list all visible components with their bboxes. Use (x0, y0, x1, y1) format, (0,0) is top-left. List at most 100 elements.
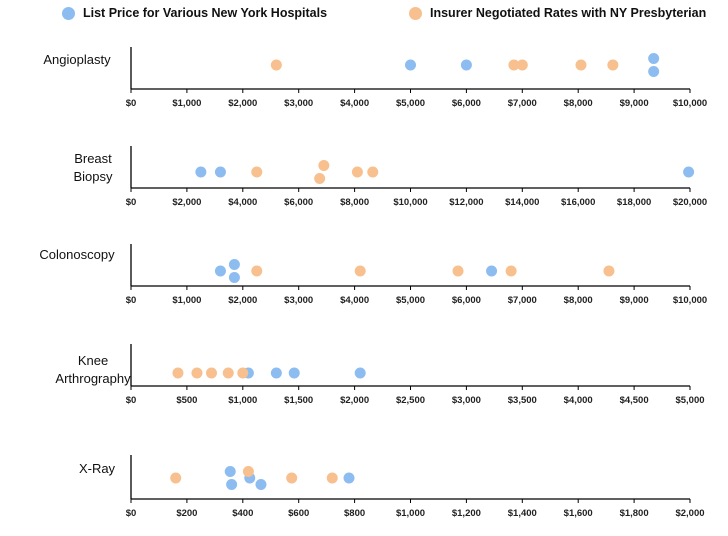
x-tick-label: $8,000 (564, 295, 593, 306)
x-tick-label: $10,000 (393, 197, 427, 208)
x-tick-label: $1,000 (228, 395, 257, 406)
list-price-dot (214, 166, 226, 178)
x-tick-label: $10,000 (673, 295, 707, 306)
list-price-dot (405, 59, 416, 71)
panel-label-angioplasty: Angioplasty (22, 51, 132, 69)
negotiated-rate-dot (508, 59, 520, 71)
panel-colonoscopy: $0 $1,000 $2,000 $3,000 $4,000 $5,000 $6,000 $7… (126, 244, 707, 306)
list-price-dot (224, 466, 236, 477)
panel-label-breast-biopsy: Breast Biopsy (38, 150, 148, 186)
panel-label-line: Breast (74, 151, 112, 166)
panel-label-knee-arthrography: Knee Arthrography (38, 352, 148, 388)
negotiated-rate-dot (367, 166, 379, 178)
negotiated-rate-dot (251, 265, 263, 277)
x-tick-label: $4,000 (340, 295, 369, 306)
x-tick-label: $8,000 (564, 98, 593, 109)
x-tick-label: $2,000 (172, 197, 201, 208)
panel-knee-arthrography: $0 $500 $1,000 $1,500 $2,000 $2,500 $3,000 $3,5… (126, 344, 705, 406)
panel-label-line: Angioplasty (43, 52, 111, 67)
legend-item-negotiated: Insurer Negotiated Rates with NY Presbyt… (409, 6, 706, 20)
x-tick-label: $1,600 (564, 508, 593, 519)
panel-label-line: Arthrography (55, 371, 131, 386)
list-price-dot (343, 472, 355, 484)
x-tick-label: $1,500 (284, 395, 313, 406)
list-price-dot (648, 53, 660, 64)
legend-label-negotiated: Insurer Negotiated Rates with NY Presbyt… (430, 6, 707, 20)
x-tick-label: $3,000 (452, 395, 481, 406)
x-tick-label: $6,000 (452, 295, 481, 306)
negotiated-rate-dot (607, 59, 619, 71)
x-tick-label: $6,000 (284, 197, 313, 208)
list-price-dot (226, 479, 238, 490)
negotiated-rate-dot (251, 166, 263, 178)
negotiated-rate-dot (351, 166, 363, 178)
negotiated-rate-dot (354, 265, 366, 277)
negotiated-rate-dot (242, 466, 254, 477)
negotiated-rate-dot (505, 265, 517, 277)
x-tick-label: $3,500 (508, 395, 537, 406)
legend: List Price for Various New York Hospital… (0, 6, 728, 26)
x-tick-label: $16,000 (561, 197, 595, 208)
x-tick-label: $1,800 (620, 508, 649, 519)
x-tick-label: $7,000 (508, 98, 537, 109)
negotiated-rate-dot (318, 160, 330, 171)
negotiated-rate-marker-icon (409, 6, 422, 20)
x-tick-label: $4,500 (620, 395, 649, 406)
x-tick-label: $1,400 (508, 508, 537, 519)
x-tick-label: $500 (176, 395, 197, 406)
x-tick-label: $2,500 (396, 395, 425, 406)
negotiated-rate-dot (237, 367, 249, 379)
negotiated-rate-dot (222, 367, 234, 379)
negotiated-rate-dot (516, 59, 528, 71)
list-price-dot (228, 259, 240, 270)
panel-breast-biopsy: $0 $2,000 $4,000 $6,000 $8,000 $10,000 $12,000… (126, 146, 707, 208)
panel-label-x-ray: X-Ray (42, 460, 152, 478)
list-price-dot (486, 265, 498, 277)
x-tick-label: $8,000 (340, 197, 369, 208)
x-tick-label: $4,000 (340, 98, 369, 109)
x-tick-label: $6,000 (452, 98, 481, 109)
x-tick-label: $200 (176, 508, 197, 519)
negotiated-rate-dot (314, 173, 326, 184)
list-price-dot (214, 265, 226, 277)
negotiated-rate-dot (205, 367, 217, 379)
negotiated-rate-dot (603, 265, 615, 277)
negotiated-rate-dot (172, 367, 184, 379)
list-price-dot (255, 479, 267, 490)
x-tick-label: $0 (126, 98, 137, 109)
x-tick-label: $2,000 (340, 395, 369, 406)
x-tick-label: $5,000 (396, 98, 425, 109)
x-tick-label: $0 (126, 295, 137, 306)
list-price-dot (648, 66, 660, 77)
panel-label-line: Knee (77, 353, 109, 368)
x-tick-label: $7,000 (508, 295, 537, 306)
x-tick-label: $1,000 (172, 295, 201, 306)
x-tick-label: $800 (344, 508, 365, 519)
negotiated-rate-dot (170, 472, 182, 484)
x-tick-label: $18,000 (617, 197, 651, 208)
list-price-dot (683, 166, 695, 178)
negotiated-rate-dot (191, 367, 203, 379)
x-tick-label: $2,000 (228, 98, 257, 109)
list-price-dot (195, 166, 207, 178)
list-price-dot (354, 367, 366, 379)
list-price-marker-icon (62, 6, 75, 20)
x-tick-label: $400 (232, 508, 253, 519)
x-tick-label: $20,000 (673, 197, 707, 208)
x-tick-label: $4,000 (564, 395, 593, 406)
negotiated-rate-dot (326, 472, 338, 484)
x-tick-label: $9,000 (620, 98, 649, 109)
legend-item-list-price: List Price for Various New York Hospital… (62, 6, 327, 20)
negotiated-rate-dot (270, 59, 282, 71)
x-tick-label: $3,000 (284, 98, 313, 109)
panel-label-line: X-Ray (78, 461, 116, 476)
panel-x-ray: $0 $200 $400 $600 $800 $1,000 $1,200 $1,400 $1,6… (126, 455, 705, 519)
x-tick-label: $1,200 (452, 508, 481, 519)
panel-label-line: Colonoscopy (39, 247, 115, 262)
x-tick-label: $12,000 (449, 197, 483, 208)
x-tick-label: $0 (126, 395, 137, 406)
x-tick-label: $10,000 (673, 98, 707, 109)
x-tick-label: $14,000 (505, 197, 539, 208)
x-tick-label: $9,000 (620, 295, 649, 306)
